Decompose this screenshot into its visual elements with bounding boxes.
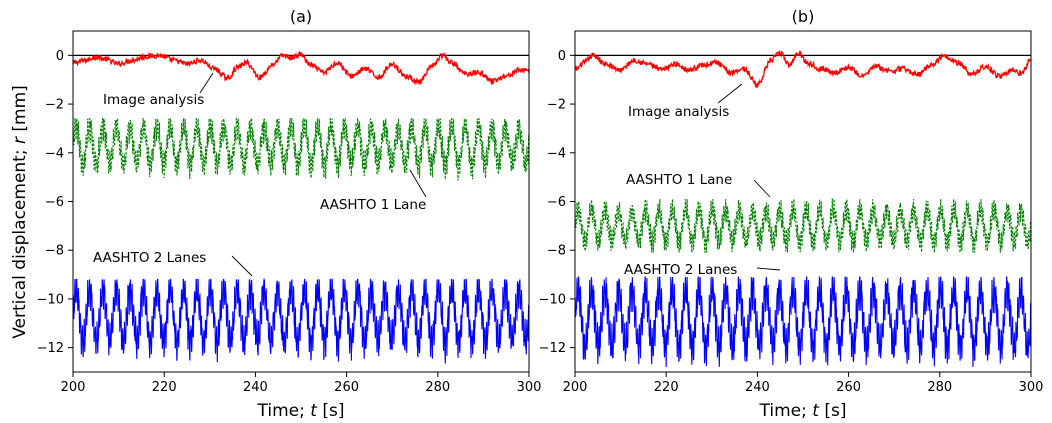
panel-a-y-tick-label: −2 (45, 98, 64, 113)
panel-a-x-title-prefix: Time; (257, 401, 311, 421)
panel-b-y-tick-label: −4 (547, 146, 566, 161)
panel-b-series-1-label: Image analysis (628, 104, 729, 120)
panel-a-y-tick-label: −8 (45, 244, 64, 259)
panel-a-series-3-line (73, 277, 529, 364)
panel-b-series-3-leader (756, 267, 781, 271)
panel-a-x-tick-label: 260 (334, 380, 359, 395)
panel-a-x-axis-title: Time; t [s] (257, 401, 345, 421)
panel-a-x-tick-label: 220 (152, 380, 177, 395)
panel-a-series-3-label: AASHTO 2 Lanes (93, 250, 206, 266)
panel-b-series-1-leader (717, 83, 743, 104)
panel-a-series-2-label: AASHTO 1 Lane (320, 197, 426, 213)
y-axis-title-unit: [mm] (10, 85, 30, 137)
panel-a-series-1-label: Image analysis (103, 92, 204, 108)
panel-b-series-2-label: AASHTO 1 Lane (626, 172, 732, 188)
panel-a-series-3-leader (231, 255, 253, 277)
panel-b-series-1-line (575, 50, 1031, 89)
panel-b: (b) Time; t [s] Image analysis AASHTO 1 L… (539, 7, 1044, 421)
panel-a-x-tick-label: 300 (517, 380, 542, 395)
panel-b-y-tick-label: −8 (547, 244, 566, 259)
panel-a-x-title-var: t (310, 401, 318, 421)
y-axis-title-prefix: Vertical displacement; (10, 144, 30, 339)
panel-b-x-title-prefix: Time; (759, 401, 813, 421)
panel-a-title: (a) (290, 7, 312, 26)
panel-b-y-tick-label: −10 (539, 292, 566, 307)
panel-a-series-1-leader (199, 72, 214, 94)
panel-b-y-tick-label: 0 (558, 49, 566, 64)
panel-a-series-1-line (73, 50, 529, 86)
panel-b-x-tick-label: 260 (836, 380, 861, 395)
panel-b-x-axis-title: Time; t [s] (759, 401, 847, 421)
panel-a-plot-area (73, 50, 529, 364)
panel-b-x-tick-label: 300 (1019, 380, 1044, 395)
panel-b-x-title-var: t (812, 401, 820, 421)
panel-b-x-tick-label: 240 (745, 380, 770, 395)
panel-a-y-tick-label: −6 (45, 195, 64, 210)
panel-a-series-2-leader (409, 169, 427, 198)
panel-a-x-tick-label: 280 (425, 380, 450, 395)
panel-a: (a) Time; t [s] Image analysis AASHTO 1 L… (37, 7, 542, 421)
panel-a-x-tick-label: 240 (243, 380, 268, 395)
panel-b-y-tick-label: −6 (547, 195, 566, 210)
panel-b-title: (b) (792, 7, 815, 26)
panel-b-x-tick-label: 200 (563, 380, 588, 395)
panel-a-y-tick-label: −12 (37, 341, 64, 356)
panel-a-series-2-line (73, 117, 529, 181)
panel-a-x-title-unit: [s] (317, 401, 345, 421)
panel-b-series-3-line (575, 276, 1031, 368)
panel-b-x-title-unit: [s] (819, 401, 847, 421)
panel-b-series-2-leader (753, 179, 771, 198)
panel-b-x-tick-label: 280 (927, 380, 952, 395)
panel-b-y-tick-label: −12 (539, 341, 566, 356)
panel-b-x-tick-label: 220 (654, 380, 679, 395)
panel-a-y-tick-label: 0 (56, 49, 64, 64)
panel-a-y-tick-label: −4 (45, 146, 64, 161)
y-axis-title: Vertical displacement; r [mm] (10, 85, 30, 339)
panel-a-x-tick-label: 200 (61, 380, 86, 395)
panel-b-y-tick-label: −2 (547, 98, 566, 113)
panel-b-series-2-line (575, 198, 1031, 255)
panel-b-series-3-label: AASHTO 2 Lanes (624, 262, 737, 278)
y-axis-title-var: r (10, 136, 30, 144)
panel-b-plot-area (575, 50, 1031, 368)
panel-a-y-tick-label: −10 (37, 292, 64, 307)
